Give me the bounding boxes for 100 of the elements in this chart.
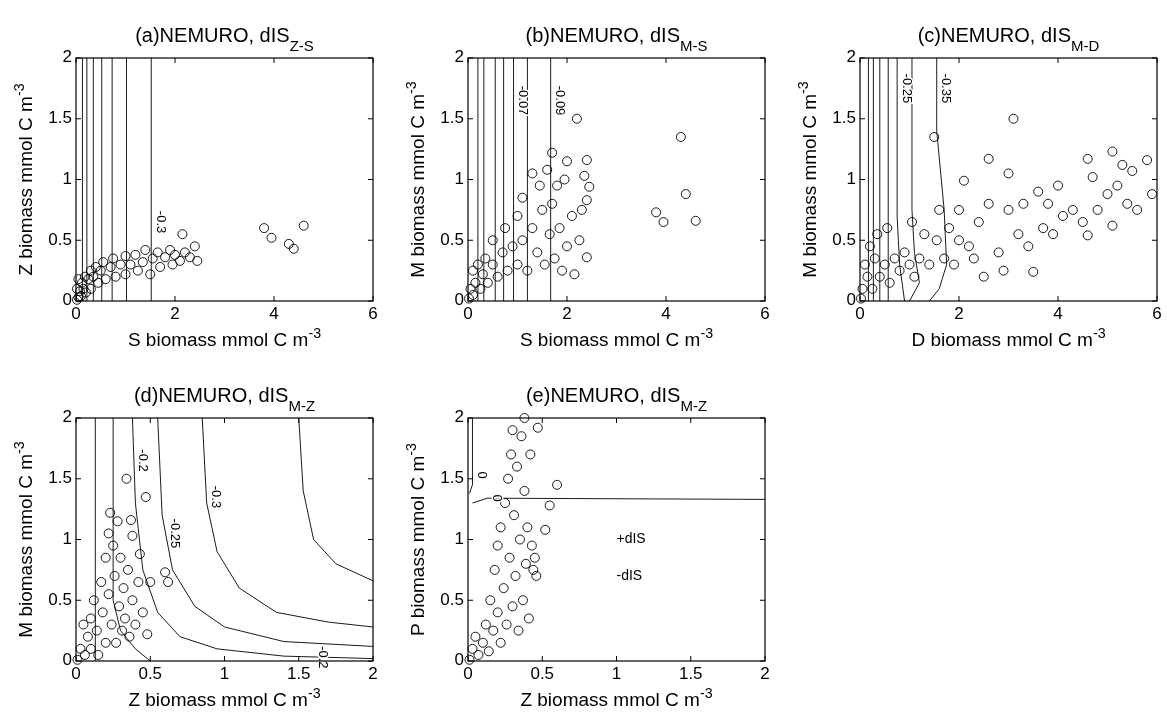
point: [540, 524, 551, 535]
point: [82, 631, 93, 642]
x-axis-title: Z biomass mmol C m$^{-3}$: [520, 685, 713, 710]
point: [145, 577, 156, 587]
point: [108, 540, 119, 551]
point: [130, 619, 141, 630]
point: [487, 235, 498, 246]
point: [105, 262, 116, 272]
point: [507, 241, 518, 252]
point: [132, 265, 143, 276]
point: [140, 245, 151, 255]
point: [506, 449, 517, 460]
point: [111, 637, 122, 648]
point: [569, 269, 580, 280]
point: [106, 619, 117, 630]
point: [504, 552, 515, 563]
y-tick-label: 2: [454, 47, 464, 67]
point: [179, 247, 190, 258]
point: [549, 253, 560, 264]
annotation: -0.35: [939, 73, 955, 104]
annotation: -0.25: [899, 73, 915, 104]
x-tick-label: 1.5: [678, 664, 703, 683]
point: [537, 204, 548, 215]
point: [492, 607, 503, 618]
point: [98, 257, 109, 268]
point: [503, 473, 514, 484]
point: [103, 528, 114, 539]
point: [528, 564, 539, 575]
point: [477, 637, 488, 648]
point: [507, 601, 518, 612]
y-tick-label: 2: [846, 47, 856, 67]
point: [105, 507, 116, 518]
point: [519, 413, 530, 423]
point: [112, 516, 123, 527]
x-tick-label: 4: [269, 304, 279, 323]
point: [532, 422, 543, 433]
point: [512, 461, 522, 472]
point: [485, 595, 496, 606]
point: [121, 473, 132, 484]
point: [658, 217, 669, 227]
y-tick-label: 1: [846, 168, 856, 188]
point: [482, 277, 493, 288]
point: [512, 259, 523, 270]
y-tick-label: 0.5: [48, 229, 72, 249]
point: [170, 249, 180, 260]
annotation: -0.2: [316, 646, 332, 669]
x-tick-label: 4: [1053, 304, 1063, 323]
point: [574, 235, 585, 246]
point: [100, 637, 111, 648]
x-tick-label: 6: [1152, 304, 1162, 323]
point: [567, 211, 577, 221]
y-tick-label: 1.5: [832, 108, 856, 128]
x-tick-label: 4: [661, 304, 671, 323]
point: [477, 269, 488, 280]
point: [152, 247, 163, 258]
x-tick-label: 2: [170, 304, 180, 323]
point: [85, 283, 96, 294]
point: [120, 613, 130, 624]
point: [584, 181, 595, 192]
point: [127, 595, 138, 606]
point: [96, 577, 107, 587]
point: [480, 619, 491, 630]
point: [518, 595, 528, 606]
point: [110, 271, 121, 282]
point: [581, 252, 592, 263]
x-tick-label: 1.5: [286, 664, 311, 683]
point: [137, 607, 148, 618]
point: [501, 619, 512, 630]
point: [562, 241, 572, 252]
point: [91, 625, 102, 636]
point: [675, 132, 686, 142]
y-tick-label: 0: [454, 650, 464, 670]
point: [517, 192, 528, 203]
point: [72, 654, 83, 665]
x-axis-title: D biomass mmol C m$^{-3}$: [911, 325, 1106, 350]
chart-title: (b)NEMURO, dIS$_{M-S}$: [525, 24, 708, 54]
point: [523, 613, 534, 624]
annotation: 0: [489, 494, 505, 502]
point: [468, 289, 478, 300]
y-tick-label: 2: [454, 407, 464, 427]
point: [137, 257, 148, 268]
point: [527, 168, 538, 179]
point: [520, 558, 531, 569]
point: [177, 229, 188, 240]
x-tick-label: 6: [368, 304, 378, 323]
point: [88, 595, 99, 606]
point: [189, 241, 200, 252]
point: [487, 259, 498, 270]
annotation: 0: [475, 471, 491, 479]
point: [519, 485, 530, 496]
point: [78, 283, 89, 294]
annotation: -dIS: [616, 566, 643, 583]
y-tick-label: 1.5: [440, 108, 464, 128]
point: [127, 530, 138, 541]
chart-title: (a)NEMURO, dIS$_{Z-S}$: [135, 24, 314, 54]
point: [526, 540, 537, 551]
point: [547, 147, 558, 158]
y-tick-label: 0: [454, 290, 464, 310]
point: [160, 567, 171, 578]
point: [534, 180, 545, 191]
